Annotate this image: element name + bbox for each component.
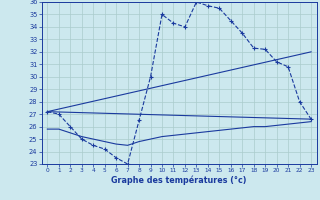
X-axis label: Graphe des températures (°c): Graphe des températures (°c) (111, 176, 247, 185)
